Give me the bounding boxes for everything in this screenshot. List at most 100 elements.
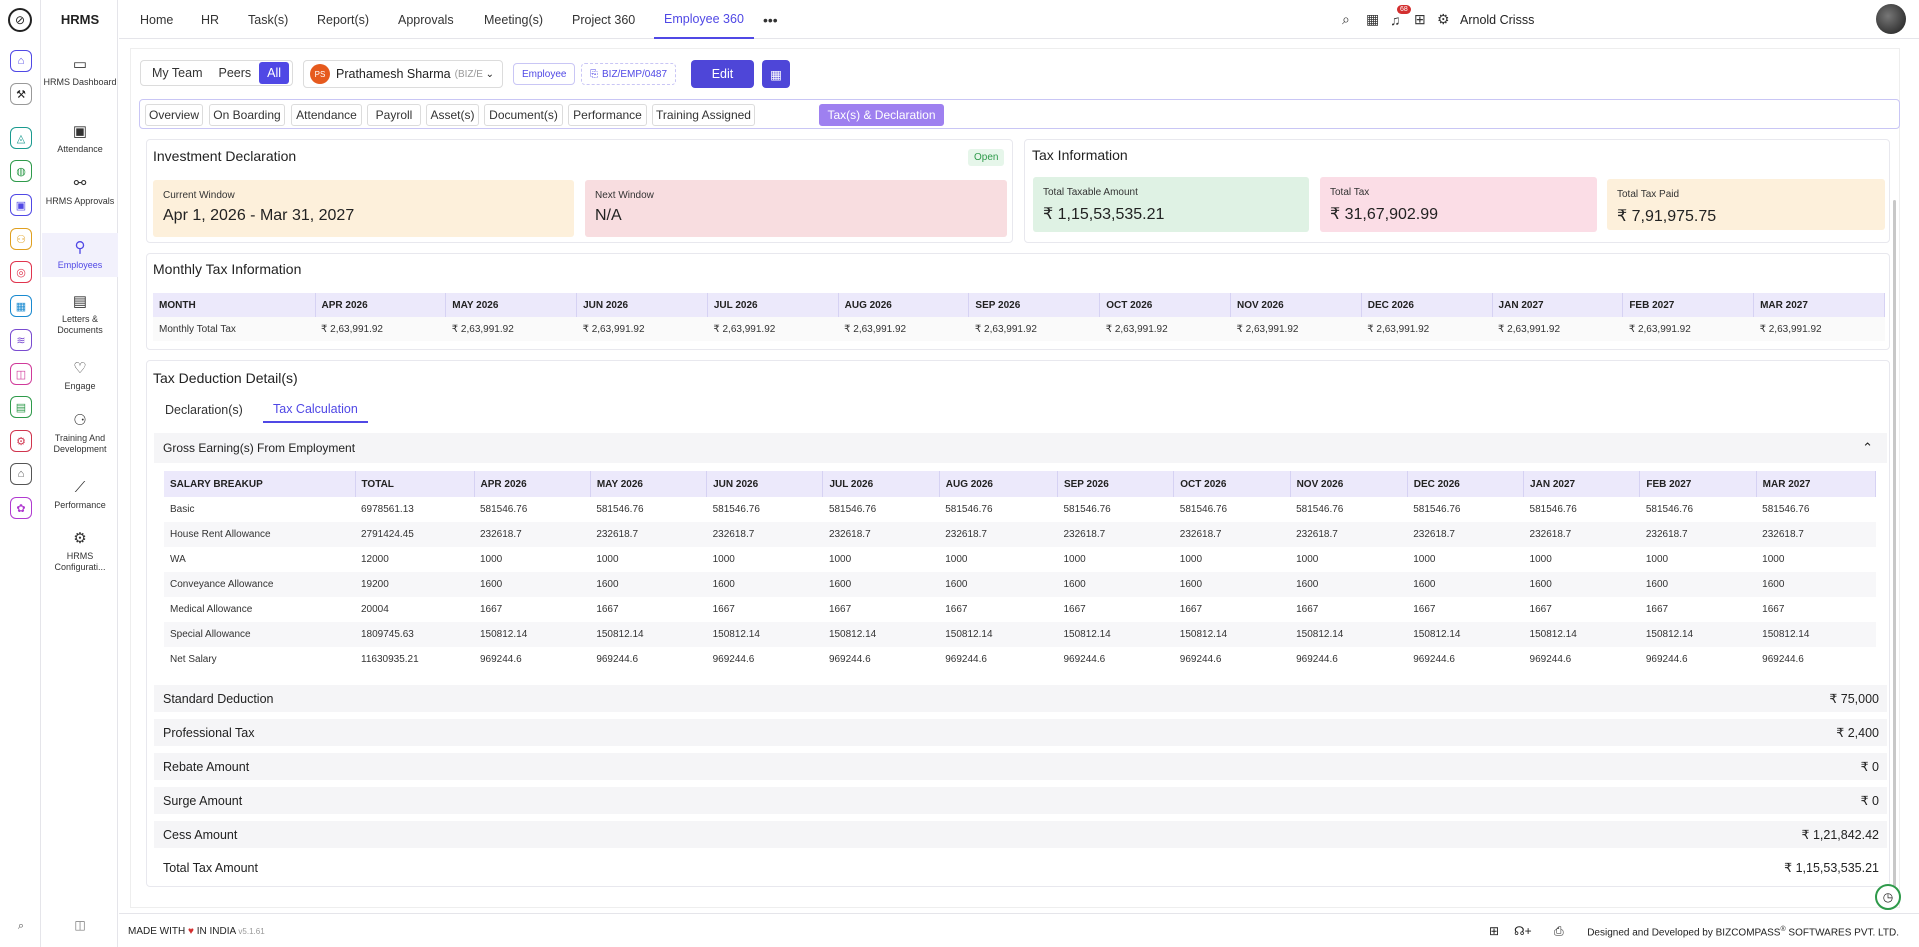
table-cell: 232618.7: [1290, 522, 1408, 547]
menu-tasks[interactable]: Task(s): [248, 12, 289, 27]
menu-hr[interactable]: HR: [201, 12, 220, 27]
toggle-all[interactable]: All: [259, 62, 290, 84]
hrms-app-icon[interactable]: ▣: [10, 194, 32, 216]
tab-tax-calculation[interactable]: Tax Calculation: [263, 397, 368, 423]
page-scrollbar[interactable]: [1893, 200, 1896, 890]
employee-code-pill[interactable]: ⎘ BIZ/EMP/0487: [581, 63, 677, 85]
tools-app-icon[interactable]: ⚒: [10, 83, 32, 105]
footer-text: MADE WITH: [128, 926, 186, 937]
accordion-title: Gross Earning(s) From Employment: [163, 441, 356, 455]
calendar-action-button[interactable]: ▦: [762, 60, 790, 88]
sales-app-icon[interactable]: ◍: [10, 160, 32, 182]
table-cell: 11630935.21: [361, 654, 419, 665]
table-cell: 150812.14: [1756, 622, 1876, 647]
bell-icon[interactable]: ♫: [1390, 11, 1401, 28]
ellipsis-icon[interactable]: •••: [763, 11, 778, 28]
table-cell: 150812.14: [1523, 622, 1640, 647]
table-cell: ₹ 2,63,991.92: [576, 317, 708, 341]
investment-title: Investment Declaration: [153, 148, 297, 164]
support-add-icon[interactable]: ☊+: [1514, 924, 1532, 938]
tab-performance[interactable]: Performance: [568, 104, 647, 126]
tab-training-assigned[interactable]: Training Assigned: [652, 104, 755, 126]
search-icon[interactable]: ⌕: [17, 919, 25, 932]
table-cell: Medical Allowance: [170, 604, 253, 615]
sidebar-item-dashboard[interactable]: ▭ HRMS Dashboard: [42, 56, 118, 88]
support-app-icon[interactable]: ⚙: [10, 430, 32, 452]
compass-logo-icon[interactable]: ⊘: [8, 8, 32, 32]
tab-declarations[interactable]: Declaration(s): [165, 403, 243, 417]
chart-app-icon[interactable]: ≋: [10, 329, 32, 351]
tab-payroll[interactable]: Payroll: [367, 104, 421, 126]
toggle-peers[interactable]: Peers: [218, 66, 252, 80]
tab-onboarding[interactable]: On Boarding: [209, 104, 285, 126]
tab-documents[interactable]: Document(s): [484, 104, 563, 126]
windows-icon[interactable]: ⊞: [1489, 924, 1500, 938]
table-cell: 1667: [945, 604, 968, 615]
chevron-up-icon[interactable]: ⌃: [1862, 440, 1873, 455]
edit-button[interactable]: Edit: [691, 60, 754, 88]
calendar-app-icon[interactable]: ▦: [10, 295, 32, 317]
home-app-icon[interactable]: ⌂: [10, 50, 32, 72]
employee-select[interactable]: PS Prathamesh Sharma (BIZ/E ⌄: [303, 60, 503, 88]
table-cell: 1000: [1413, 554, 1436, 565]
timer-icon[interactable]: ◷: [1875, 884, 1901, 910]
sidebar-item-engage[interactable]: ♡ Engage: [42, 360, 118, 392]
sidebar-item-performance[interactable]: ⟋ Performance: [42, 479, 118, 511]
apps-grid-icon[interactable]: ⊞: [1414, 11, 1426, 27]
table-cell: 1000: [1645, 554, 1669, 565]
table-cell: 150812.14: [1173, 622, 1291, 647]
table-cell: 1809745.63: [355, 622, 474, 647]
sidebar-item-letters[interactable]: ▤ Letters & Documents: [42, 293, 118, 336]
menu-meetings[interactable]: Meeting(s): [484, 12, 544, 27]
table-cell: 150812.14: [1057, 622, 1174, 647]
table-cell: 1667: [1645, 604, 1669, 615]
menu-employee-360[interactable]: Employee 360: [654, 0, 754, 39]
settings-app-icon[interactable]: ✿: [10, 497, 32, 519]
chat-app-icon[interactable]: ◫: [10, 363, 32, 385]
monthly-tax-title: Monthly Tax Information: [153, 261, 302, 277]
summary-surge-amount: Surge Amount ₹ 0: [154, 787, 1887, 814]
collapse-sidebar-icon[interactable]: ◫: [74, 918, 86, 932]
tab-attendance[interactable]: Attendance: [291, 104, 362, 126]
sidebar-item-configuration[interactable]: ⚙ HRMS Configurati...: [42, 530, 118, 573]
tab-overview[interactable]: Overview: [145, 104, 203, 126]
table-cell: 232618.7: [474, 522, 591, 547]
col-header: JAN 2027: [1492, 293, 1624, 317]
calendar-icon[interactable]: ▦: [1366, 11, 1380, 27]
col-header: APR 2026: [474, 471, 591, 497]
current-window-label: Current Window: [163, 190, 235, 201]
current-window-value: Apr 1, 2026 - Mar 31, 2027: [163, 207, 355, 224]
document-app-icon[interactable]: ▤: [10, 396, 32, 418]
search-icon[interactable]: ⌕: [1342, 11, 1350, 27]
tab-assets[interactable]: Asset(s): [426, 104, 479, 126]
target-app-icon[interactable]: ◎: [10, 261, 32, 283]
toggle-my-team[interactable]: My Team: [152, 66, 203, 80]
home2-app-icon[interactable]: ⌂: [10, 463, 32, 485]
printer-icon[interactable]: ⎙: [1554, 924, 1564, 938]
total-taxable-value: ₹ 1,15,53,535.21: [1043, 206, 1165, 223]
team-app-icon[interactable]: ⚇: [10, 228, 32, 250]
sidebar-item-employees[interactable]: ⚲ Employees: [42, 233, 118, 277]
sidebar-item-attendance[interactable]: ▣ Attendance: [42, 123, 118, 155]
table-cell: 1000: [1063, 554, 1086, 565]
table-cell: 969244.6: [1179, 654, 1222, 665]
menu-reports[interactable]: Report(s): [317, 12, 370, 27]
summary-cess-amount: Cess Amount ₹ 1,21,842.42: [154, 821, 1887, 848]
table-cell: 581546.76: [945, 504, 993, 515]
table-cell: 1000: [712, 554, 735, 565]
avatar[interactable]: [1876, 4, 1906, 34]
user-name[interactable]: Arnold Crisss: [1460, 12, 1535, 27]
gear-icon[interactable]: ⚙: [1437, 11, 1450, 27]
menu-project-360[interactable]: Project 360: [572, 12, 636, 27]
table-cell: 1600: [1173, 572, 1291, 597]
current-window-box: Current Window Apr 1, 2026 - Mar 31, 202…: [153, 180, 574, 237]
tab-tax-declaration[interactable]: Tax(s) & Declaration: [819, 104, 944, 126]
sidebar-item-training[interactable]: ⚆ Training And Development: [42, 412, 118, 455]
sidebar-item-approvals[interactable]: ⚯ HRMS Approvals: [42, 175, 118, 207]
menu-approvals[interactable]: Approvals: [398, 12, 454, 27]
gross-earnings-accordion[interactable]: Gross Earning(s) From Employment ⌃: [154, 433, 1887, 463]
menu-home[interactable]: Home: [140, 12, 174, 27]
col-header: SEP 2026: [968, 293, 1101, 317]
col-header: FEB 2027: [1639, 471, 1757, 497]
analytics-app-icon[interactable]: ◬: [10, 127, 32, 149]
